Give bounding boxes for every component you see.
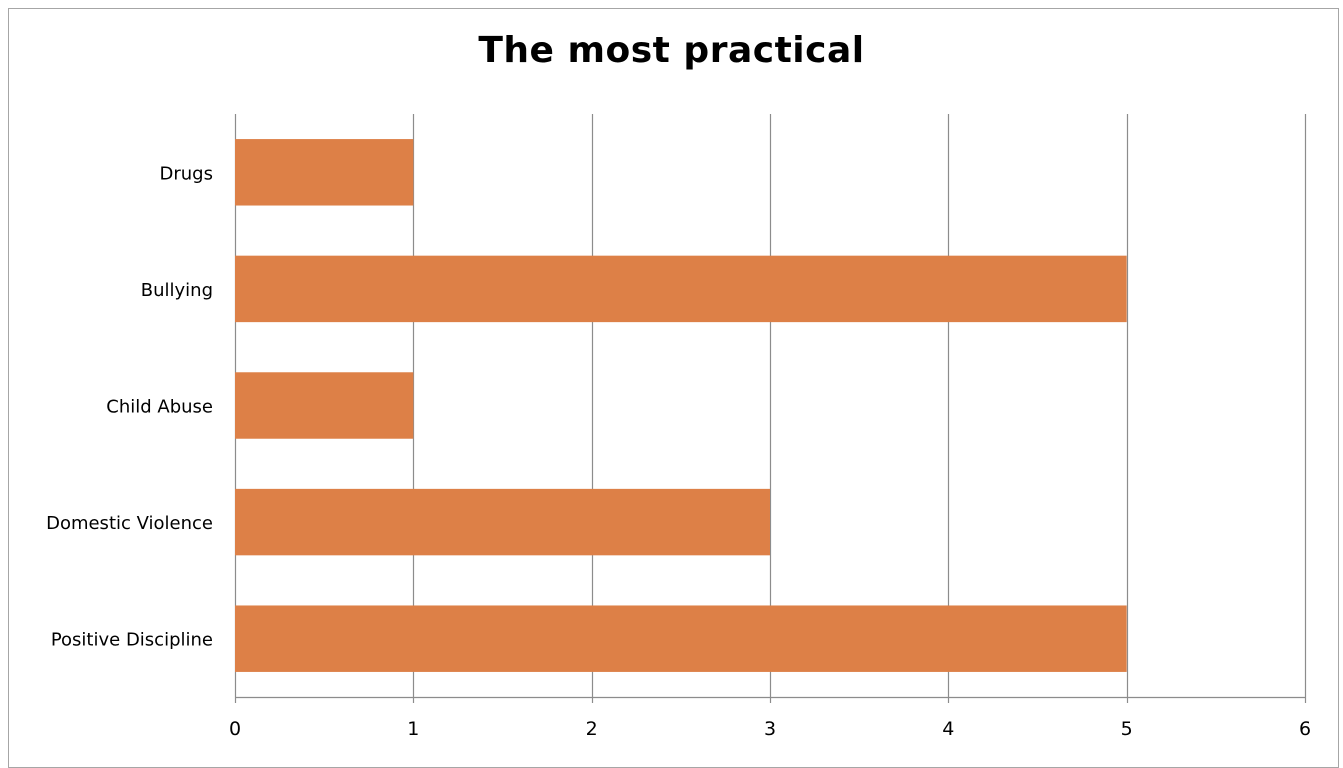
- x-tick-label: 6: [1299, 718, 1311, 740]
- category-labels: Drugs Bullying Child Abuse Domestic Violenc…: [46, 163, 213, 650]
- category-label: Drugs: [160, 163, 213, 184]
- bar: [235, 255, 1127, 323]
- x-tick-label: 5: [1121, 718, 1133, 740]
- category-label: Bullying: [141, 280, 213, 301]
- x-tick-label: 0: [229, 718, 241, 740]
- axes: [234, 696, 1307, 703]
- bar: [235, 139, 414, 206]
- category-label: Child Abuse: [106, 397, 213, 418]
- x-tick-label: 3: [764, 718, 776, 740]
- x-tick-label: 2: [586, 718, 598, 740]
- x-tick-label: 4: [942, 718, 954, 740]
- category-label: Domestic Violence: [46, 513, 213, 534]
- bar: [235, 605, 1127, 672]
- bar: [235, 488, 770, 556]
- bar: [235, 372, 414, 439]
- grid-lines: [234, 114, 1307, 697]
- x-tick-labels: 0 1 2 3 4 5 6: [229, 718, 1311, 740]
- x-tick-label: 1: [407, 718, 419, 740]
- bars: [235, 139, 1127, 672]
- chart-title: The most practical: [478, 30, 865, 71]
- category-label: Positive Discipline: [51, 630, 213, 651]
